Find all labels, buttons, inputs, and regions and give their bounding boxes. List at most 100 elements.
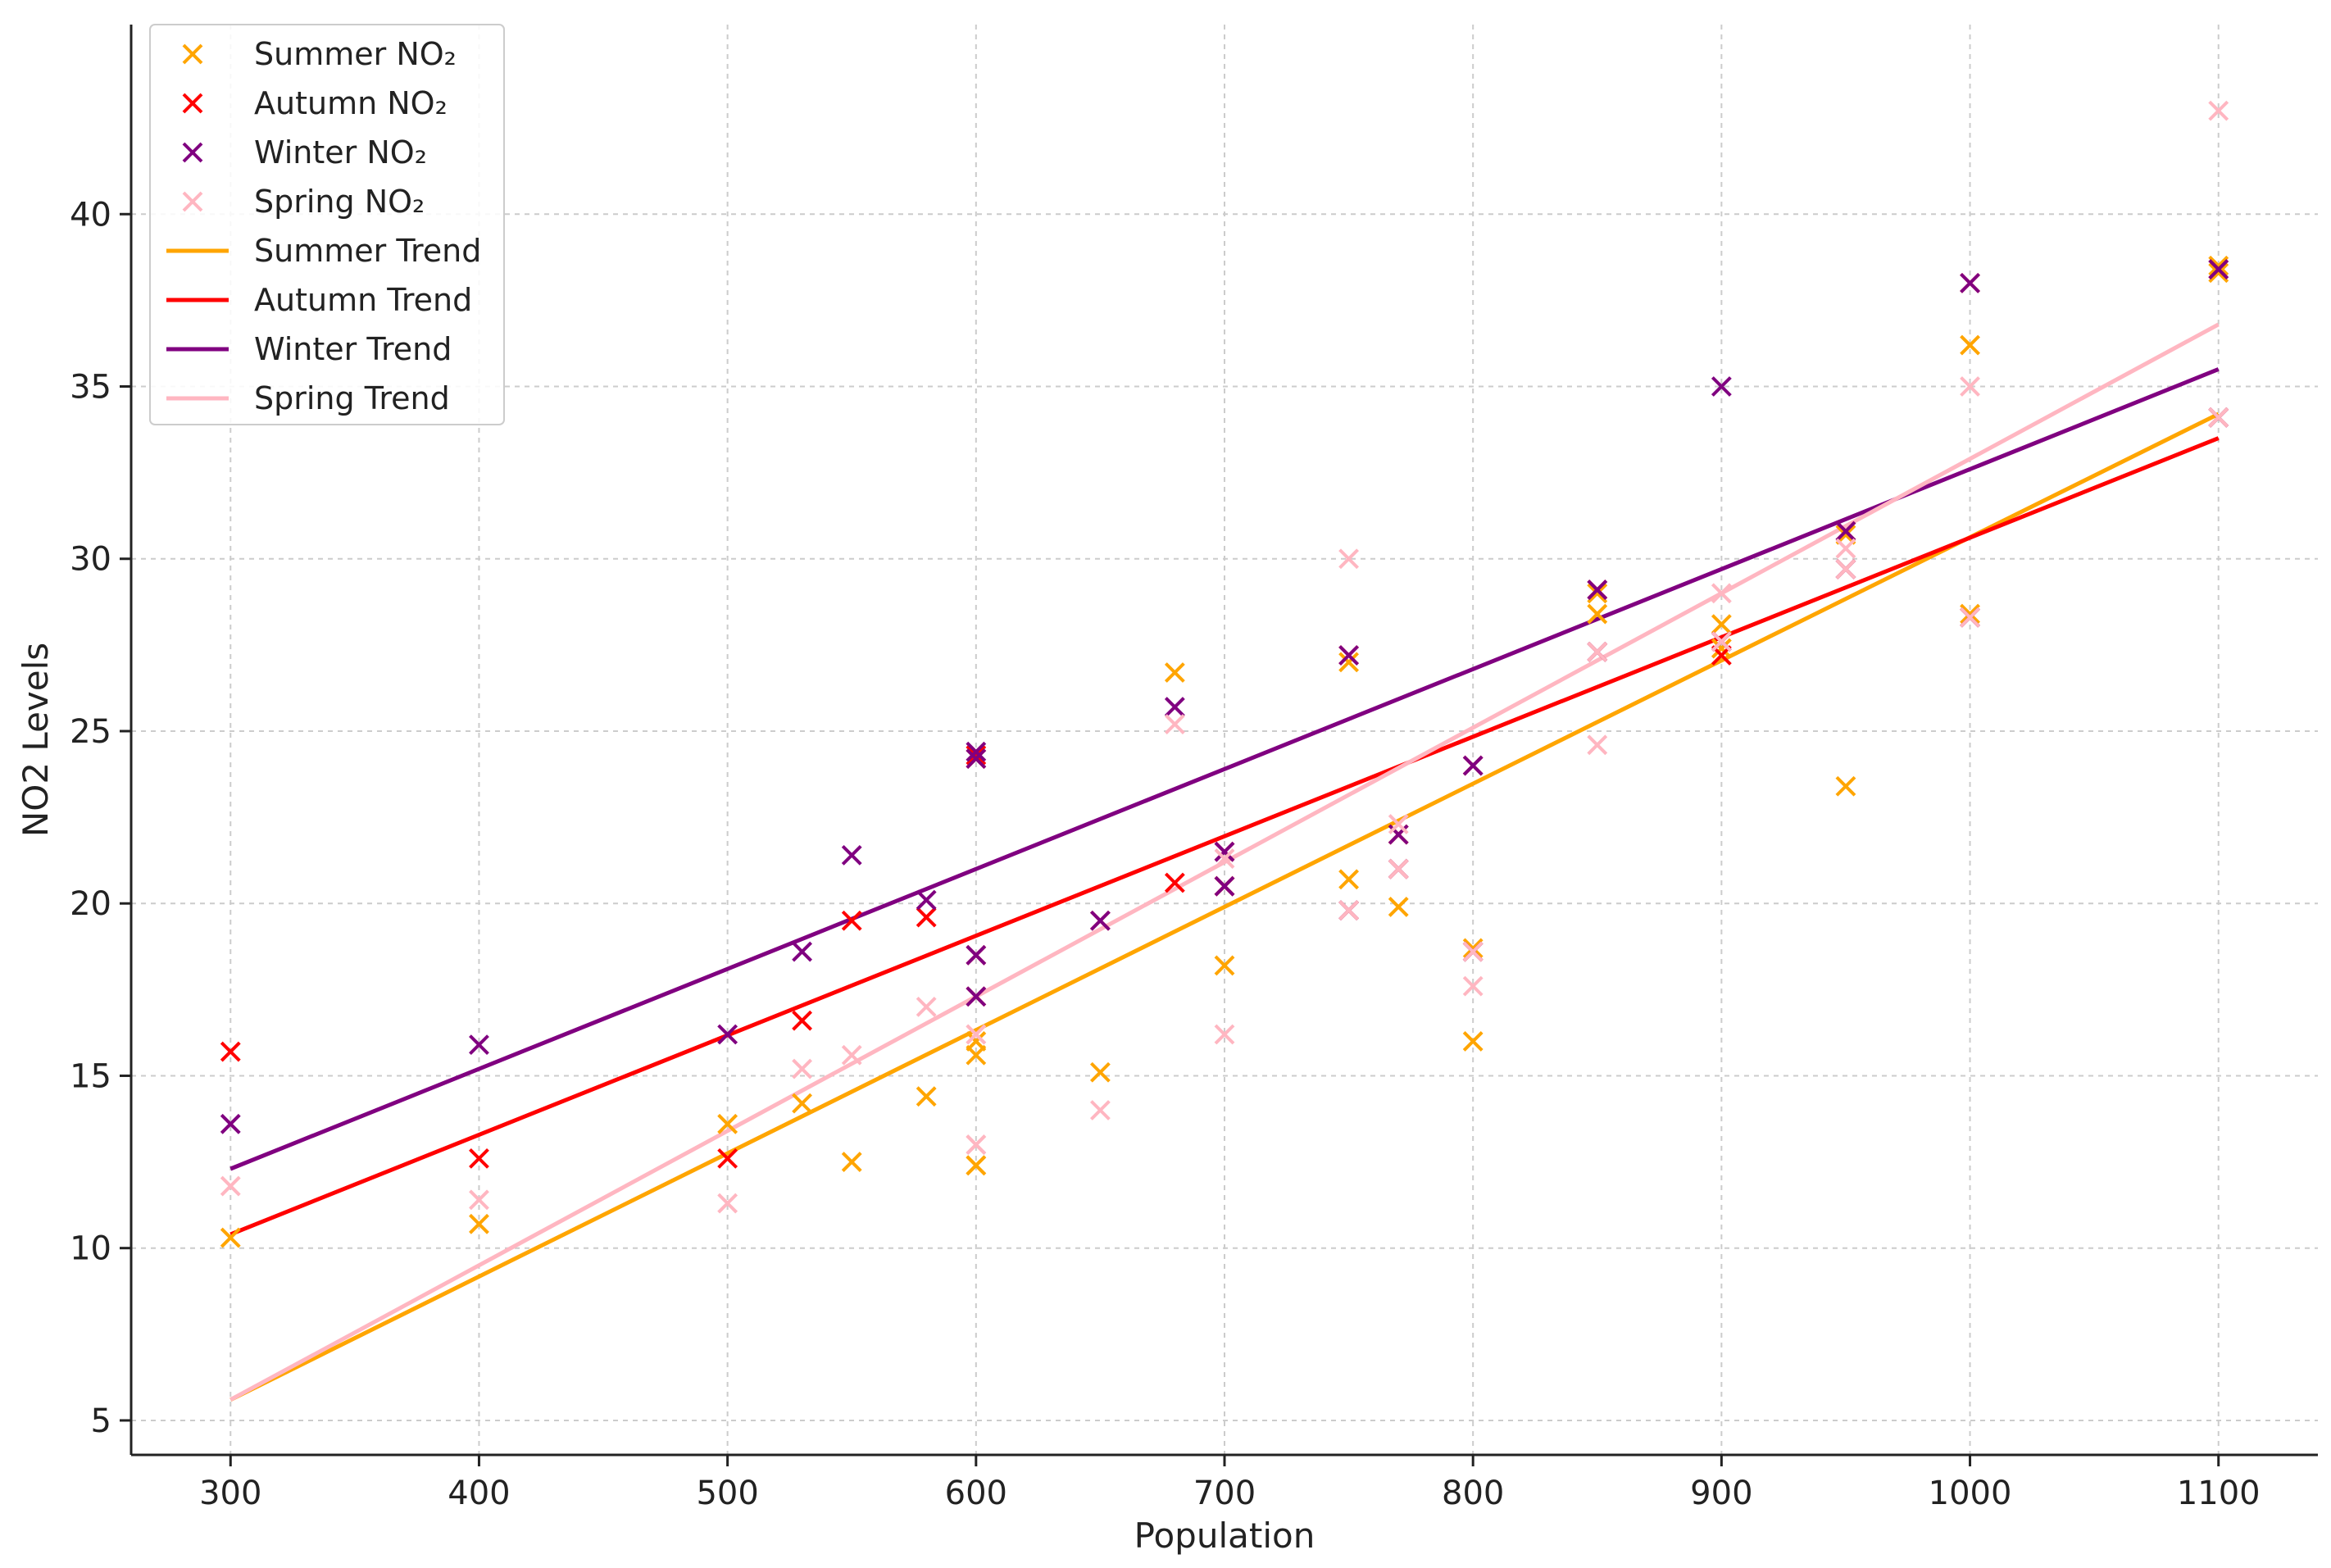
data-point-summer xyxy=(966,1031,987,1052)
data-point-spring xyxy=(1835,558,1856,579)
legend-label-winter-trend: Winter Trend xyxy=(254,331,452,367)
data-point-autumn xyxy=(469,1148,489,1169)
x-tick-label: 400 xyxy=(448,1475,510,1512)
data-point-summer xyxy=(220,1227,241,1248)
legend-marker-winter xyxy=(182,142,203,163)
legend-label-spring-trend: Spring Trend xyxy=(254,380,450,416)
y-tick-label: 25 xyxy=(70,713,111,751)
data-point-winter xyxy=(1462,755,1484,776)
y-tick-label: 20 xyxy=(70,885,111,923)
y-tick-label: 5 xyxy=(91,1402,111,1440)
x-tick-label: 1100 xyxy=(2177,1475,2261,1512)
data-point-winter xyxy=(469,1034,489,1056)
data-point-spring xyxy=(1388,858,1409,879)
data-point-winter xyxy=(841,844,862,866)
legend-label-autumn-trend: Autumn Trend xyxy=(254,282,472,318)
data-point-spring xyxy=(916,996,937,1017)
data-point-spring xyxy=(2208,407,2229,428)
data-point-winter xyxy=(1089,910,1111,931)
legend-label-summer: Summer NO₂ xyxy=(254,36,457,72)
y-tick-label: 35 xyxy=(70,369,111,407)
legend-label-autumn: Autumn NO₂ xyxy=(254,85,448,121)
data-point-winter xyxy=(966,944,987,966)
legend: Summer NO₂ Autumn NO₂ Winter NO₂ Spring NO₂… xyxy=(149,24,505,425)
data-point-spring xyxy=(1338,900,1360,921)
data-point-summer xyxy=(1338,652,1360,673)
data-point-summer xyxy=(1164,662,1185,683)
data-point-summer xyxy=(1960,603,1980,625)
legend-marker-summer xyxy=(182,43,203,65)
y-tick-label: 15 xyxy=(70,1057,111,1095)
data-point-spring xyxy=(1587,641,1608,662)
legend-box xyxy=(149,24,505,425)
legend-label-spring: Spring NO₂ xyxy=(254,184,425,220)
data-point-winter xyxy=(1587,579,1608,601)
data-point-summer xyxy=(1338,869,1360,890)
data-point-spring xyxy=(792,1058,813,1079)
y-tick-label: 30 xyxy=(70,541,111,579)
data-point-spring xyxy=(841,1044,862,1066)
data-point-spring xyxy=(220,1175,241,1197)
data-point-winter xyxy=(220,1113,241,1134)
data-point-autumn xyxy=(841,910,862,931)
data-point-spring xyxy=(1835,538,1856,559)
data-point-summer xyxy=(1835,775,1856,797)
data-point-summer xyxy=(1462,938,1484,959)
data-point-summer xyxy=(2208,255,2229,276)
data-point-summer xyxy=(841,1152,862,1173)
data-point-winter xyxy=(1711,376,1732,397)
legend-marker-autumn xyxy=(182,93,203,114)
x-tick-label: 600 xyxy=(945,1475,1007,1512)
data-point-summer xyxy=(916,1086,937,1107)
x-tick-label: 700 xyxy=(1193,1475,1256,1512)
x-tick-label: 500 xyxy=(696,1475,758,1512)
data-point-winter xyxy=(1214,841,1235,862)
y-tick-label: 40 xyxy=(70,196,111,234)
x-tick-label: 900 xyxy=(1690,1475,1752,1512)
legend-marker-spring xyxy=(182,191,203,212)
data-point-winter xyxy=(1338,645,1360,666)
data-point-spring xyxy=(1164,714,1185,734)
data-point-spring xyxy=(966,1024,987,1045)
data-point-winter xyxy=(966,748,987,770)
data-point-winter xyxy=(717,1024,738,1045)
data-point-spring xyxy=(1089,1100,1111,1120)
data-point-spring xyxy=(1462,975,1484,997)
data-point-spring xyxy=(1960,376,1980,397)
data-point-summer xyxy=(717,1113,738,1134)
data-point-winter xyxy=(2208,259,2229,280)
x-axis-title: Population xyxy=(1134,1516,1315,1556)
data-point-summer xyxy=(1960,334,1980,356)
legend-label-winter: Winter NO₂ xyxy=(254,134,427,170)
data-point-winter xyxy=(966,741,987,762)
y-axis-title: NO2 Levels xyxy=(16,643,56,837)
trend-line-summer xyxy=(229,411,2220,1402)
data-point-spring xyxy=(717,1193,738,1214)
data-point-summer xyxy=(1214,955,1235,976)
data-point-spring xyxy=(1338,548,1360,570)
trend-line-spring xyxy=(229,322,2220,1402)
data-point-summer xyxy=(2208,262,2229,284)
data-point-winter xyxy=(792,941,813,962)
data-point-spring xyxy=(1960,607,1980,628)
data-point-spring xyxy=(469,1189,489,1211)
data-point-summer xyxy=(1711,614,1732,635)
data-point-spring xyxy=(1388,814,1409,834)
data-point-autumn xyxy=(966,745,987,766)
data-point-summer xyxy=(1587,583,1608,604)
data-point-spring xyxy=(1214,848,1235,869)
y-tick-label: 10 xyxy=(70,1230,111,1268)
grid xyxy=(131,25,2318,1455)
data-point-summer xyxy=(966,1155,987,1176)
trend-lines xyxy=(229,322,2220,1402)
tick-labels: 300 400 500 600 700 800 900 1000 1100 5 10 15 20 25 30… xyxy=(70,196,2261,1512)
data-point-autumn xyxy=(717,1148,738,1169)
data-point-winter xyxy=(1164,697,1185,717)
data-point-summer xyxy=(792,1093,813,1114)
data-point-spring xyxy=(1711,631,1732,652)
x-tick-label: 800 xyxy=(1442,1475,1504,1512)
data-point-spring xyxy=(1462,941,1484,962)
trend-line-autumn xyxy=(229,436,2220,1237)
